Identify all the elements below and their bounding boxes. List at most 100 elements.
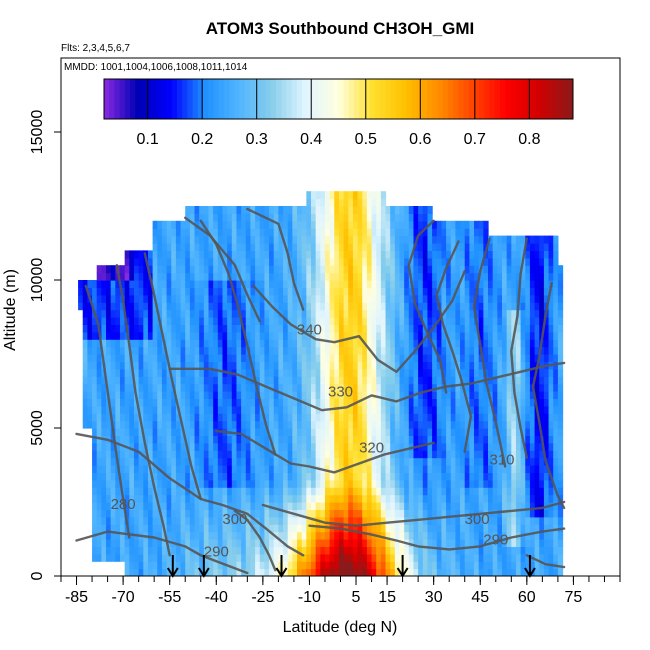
heat-cell [185, 309, 191, 318]
heat-cell [259, 465, 266, 473]
heat-cell [390, 361, 396, 370]
heat-cell [557, 272, 564, 281]
heat-cell [343, 265, 349, 274]
heat-cell [306, 428, 312, 436]
heat-cell [501, 339, 508, 348]
heat-cell [185, 346, 191, 355]
heat-cell [269, 346, 275, 355]
heat-cell [189, 487, 196, 496]
heat-cell [557, 280, 564, 288]
heat-cell [469, 568, 475, 576]
heat-cell [366, 420, 373, 429]
heat-cell [422, 465, 429, 473]
heat-cell [213, 413, 219, 422]
heat-cell [399, 546, 405, 555]
heat-cell [161, 405, 168, 414]
heat-cell [432, 531, 438, 540]
heat-cell [515, 272, 522, 281]
heat-cell [203, 442, 210, 451]
heat-cell [110, 487, 116, 496]
heat-cell [222, 465, 228, 473]
heat-cell [557, 435, 564, 444]
heat-cell [371, 272, 377, 281]
heat-cell [557, 465, 564, 473]
heat-cell [520, 546, 526, 555]
heat-cell [96, 524, 102, 533]
heat-cell [143, 568, 149, 576]
heat-cell [152, 280, 158, 288]
heat-cell [390, 405, 396, 414]
heat-cell [385, 494, 391, 503]
heat-cell [464, 531, 470, 540]
heat-cell [194, 228, 200, 237]
heat-cell [366, 331, 373, 340]
heat-cell [264, 391, 270, 399]
heat-cell [539, 368, 545, 377]
heat-cell [250, 435, 256, 444]
heat-cell [194, 516, 200, 525]
heat-cell [324, 235, 331, 244]
heat-cell [483, 331, 489, 340]
heat-cell [152, 509, 158, 518]
heat-cell [143, 294, 149, 303]
heat-cell [203, 428, 210, 436]
heat-cell [413, 494, 419, 503]
heat-cell [283, 265, 289, 274]
heat-cell [362, 324, 368, 333]
heat-cell [394, 346, 401, 355]
heat-cell [446, 250, 452, 259]
heat-cell [492, 494, 498, 503]
heat-cell [129, 287, 135, 296]
heat-cell [194, 354, 200, 362]
heat-cell [376, 546, 382, 555]
heat-cell [138, 287, 144, 296]
heat-cell [422, 354, 429, 362]
heat-cell [376, 265, 382, 274]
heat-cell [147, 361, 154, 370]
heat-cell [455, 509, 461, 518]
heat-cell [399, 287, 405, 296]
heat-cell [404, 546, 410, 555]
heat-cell [315, 220, 321, 229]
heat-cell [189, 479, 196, 488]
heat-cell [147, 294, 154, 303]
heat-cell [208, 494, 214, 503]
heat-cell [217, 213, 224, 222]
heat-cell [283, 509, 289, 518]
heat-cell [287, 465, 293, 473]
heat-cell [171, 280, 177, 288]
heat-cell [175, 235, 182, 244]
heat-cell [92, 435, 98, 444]
heat-cell [557, 568, 564, 576]
heat-cell [287, 487, 293, 496]
heat-cell [292, 405, 298, 414]
heat-cell [469, 524, 475, 533]
heat-cell [269, 546, 275, 555]
heat-cell [371, 428, 377, 436]
heat-cell [501, 487, 508, 496]
heat-cell [124, 509, 130, 518]
heat-cell [432, 428, 438, 436]
heat-cell [362, 494, 368, 503]
heat-cell [413, 561, 419, 570]
heat-cell [171, 317, 177, 325]
heat-cell [343, 213, 349, 222]
heat-cell [450, 383, 457, 392]
heat-cell [110, 472, 116, 481]
contour-line [184, 216, 261, 323]
heat-cell [455, 317, 461, 325]
heat-cell [287, 339, 293, 348]
heat-cell [208, 368, 214, 377]
heat-cell [287, 442, 293, 451]
heat-cell [404, 479, 410, 488]
heat-cell [366, 383, 373, 392]
heat-cell [189, 206, 196, 214]
heat-cell [301, 368, 307, 377]
heat-cell [259, 561, 266, 570]
heat-cell [553, 479, 559, 488]
heat-cell [273, 420, 279, 429]
heat-cell [436, 243, 443, 251]
heat-cell [213, 465, 219, 473]
heat-cell [399, 324, 405, 333]
heat-cell [231, 331, 238, 340]
